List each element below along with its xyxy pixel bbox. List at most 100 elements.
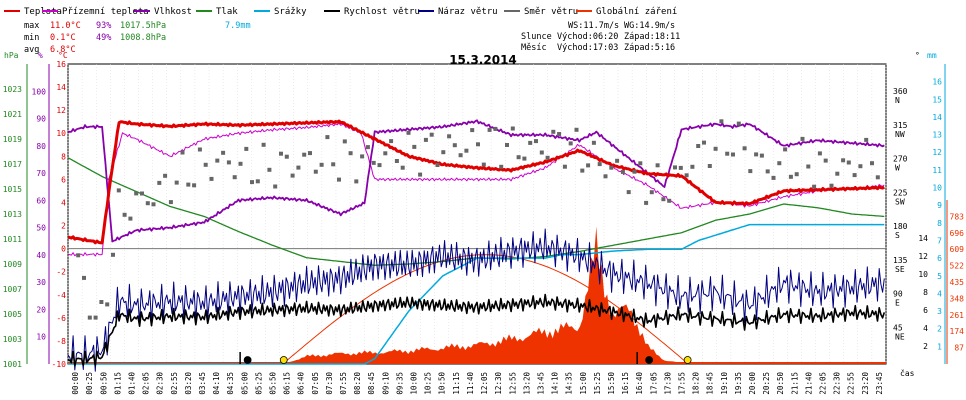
temperature-tick: -10 (52, 360, 67, 369)
wind-ws: WS:11.7m/s (568, 21, 619, 31)
wind-direction-point (163, 173, 168, 178)
stats-max-press: 1017.5hPa (120, 21, 166, 31)
stats-rain: 7.9mm (225, 21, 251, 31)
x-tick-label: 18:20 (692, 372, 701, 395)
x-tick-label: 07:05 (311, 372, 320, 395)
x-tick-label: 10:50 (438, 372, 447, 395)
wind-direction-point (82, 275, 86, 280)
wind-direction-point (273, 184, 278, 189)
series-teplota (67, 119, 886, 245)
wind-tick: 14 (918, 234, 928, 243)
wind-direction-point (342, 139, 347, 144)
temperature-tick: 10 (56, 129, 66, 138)
wind-direction-point (267, 167, 272, 172)
pressure-tick: 1017 (3, 160, 22, 169)
rain-tick: 14 (932, 113, 942, 122)
stats-min-label: min (24, 33, 39, 43)
series-tlak (67, 157, 885, 266)
wind-direction-point (632, 169, 637, 174)
humidity-tick: 50 (36, 224, 46, 233)
wind-direction-point (858, 164, 863, 169)
axes: 1023102110191017101510131011100910071005… (3, 60, 964, 369)
radiation-tick: 261 (950, 311, 965, 320)
x-tick-label: 23:20 (861, 372, 870, 395)
legend-label-1: Přízemní teplota (62, 7, 149, 17)
wind-direction-point (667, 198, 672, 203)
x-tick-label: 12:55 (508, 372, 517, 395)
radiation-tick: 174 (950, 327, 965, 336)
temperature-tick: -2 (56, 268, 66, 277)
rain-tick: 12 (932, 148, 942, 157)
wind-direction-point (568, 141, 573, 146)
x-tick-label: 09:35 (395, 372, 404, 395)
wind-direction-point (354, 179, 359, 184)
wind-direction-point (609, 165, 614, 170)
wind-direction-point (655, 163, 660, 168)
pressure-tick: 1007 (3, 285, 22, 294)
pressure-tick: 1021 (3, 110, 22, 119)
wind-direction-point (192, 183, 197, 188)
wind-tick: 12 (918, 252, 928, 261)
x-tick-label: 06:40 (297, 372, 306, 395)
wind-direction-point (128, 216, 133, 221)
stats-min-hum: 49% (96, 33, 111, 43)
sun-set: Západ:18:11 (624, 32, 680, 42)
unit-dir: ° (915, 51, 920, 60)
x-tick-label: 14:10 (551, 372, 560, 395)
rain-tick: 10 (932, 184, 942, 193)
humidity-tick: 10 (36, 333, 46, 342)
wind-direction-point (226, 160, 231, 165)
wind-direction-point (325, 135, 330, 140)
x-tick-label: 20:00 (748, 372, 757, 395)
radiation-area (282, 226, 689, 364)
wind-direction-point (319, 162, 324, 167)
direction-tick: 225 (893, 188, 908, 197)
plot-area (67, 119, 886, 372)
wind-direction-point (134, 191, 139, 196)
wind-direction-point (800, 136, 805, 141)
rain-tick: 6 (937, 254, 942, 263)
wind-direction-point (823, 158, 828, 163)
wind-direction-point (331, 162, 336, 167)
rain-tick: 9 (937, 201, 942, 210)
temperature-tick: -6 (56, 314, 66, 323)
wind-direction-point (615, 158, 620, 163)
wind-direction-point (702, 140, 706, 145)
x-tick-label: 09:10 (381, 372, 390, 395)
humidity-tick: 20 (36, 305, 46, 314)
x-tick-label: 10:25 (424, 372, 433, 395)
wind-direction-point (597, 162, 602, 167)
wind-direction-point (452, 143, 457, 148)
temperature-tick: 14 (56, 83, 66, 92)
direction-tick: 45 (893, 323, 903, 332)
wind-direction-point (852, 173, 857, 178)
x-tick-label: 17:05 (649, 372, 658, 395)
wind-direction-point (337, 177, 341, 182)
wind-tick: 6 (923, 306, 928, 315)
wind-direction-point (516, 155, 521, 160)
wind-direction-point (447, 134, 452, 139)
compass-tick: NW (895, 130, 905, 139)
pressure-tick: 1011 (3, 235, 22, 244)
compass-tick: S (895, 231, 900, 240)
wind-direction-point (759, 153, 764, 158)
wind-direction-point (725, 151, 730, 156)
stats-block: max 11.0°C 93% 1017.5hPa 7.9mm min 0.1°C… (24, 21, 251, 55)
wind-direction-point (783, 147, 788, 152)
wind-direction-point (308, 151, 312, 156)
rain-tick: 5 (937, 272, 942, 281)
humidity-tick: 70 (36, 169, 46, 178)
x-tick-label: 04:10 (212, 372, 221, 395)
wind-direction-point (707, 164, 712, 168)
x-tick-label: 15:25 (593, 372, 602, 395)
wind-direction-point (673, 165, 677, 170)
series-vlhkost (67, 119, 885, 243)
unit-deg: °C (58, 51, 68, 60)
sun-moon-marker-1 (279, 356, 288, 364)
wind-direction-point (261, 142, 266, 147)
x-tick-label: 22:30 (833, 372, 842, 395)
unit-pct: % (38, 51, 43, 60)
x-tick-label: 19:35 (734, 372, 743, 395)
wind-direction-point (731, 152, 735, 157)
x-tick-label: 10:00 (410, 372, 419, 395)
